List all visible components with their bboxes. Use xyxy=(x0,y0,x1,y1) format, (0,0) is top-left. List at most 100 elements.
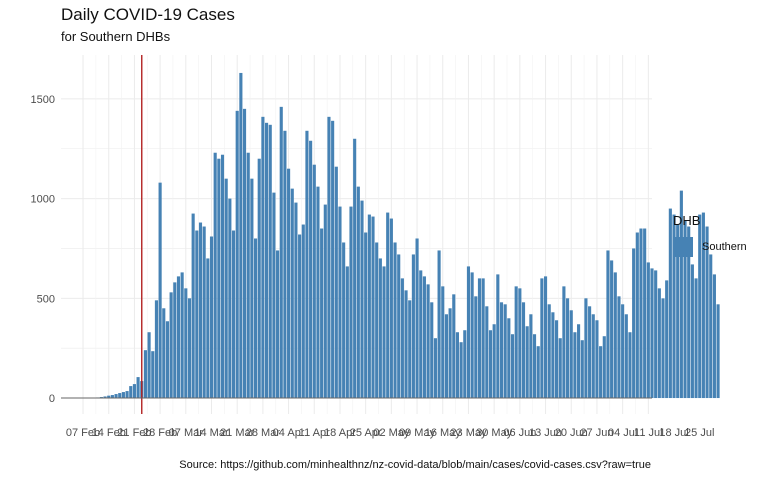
bar xyxy=(261,116,265,399)
x-tick-label: 02 May xyxy=(373,427,410,439)
bar xyxy=(228,198,232,399)
legend-swatch xyxy=(673,237,693,257)
bar xyxy=(345,266,349,399)
bar xyxy=(422,276,426,399)
bar xyxy=(125,391,129,399)
x-tick-label: 23 May xyxy=(450,427,487,439)
legend-label: Southern xyxy=(702,241,747,253)
bar xyxy=(323,204,327,399)
bar xyxy=(580,340,584,399)
chart-subtitle: for Southern DHBs xyxy=(61,29,171,44)
bar xyxy=(444,314,448,399)
bar xyxy=(510,334,515,399)
bar xyxy=(397,254,401,399)
bar xyxy=(577,324,581,399)
bar xyxy=(301,224,305,399)
bar xyxy=(679,190,683,399)
x-tick-label: 04 Apr xyxy=(273,427,305,439)
bar xyxy=(683,220,687,399)
bar xyxy=(375,242,379,399)
bar xyxy=(595,320,599,399)
bar xyxy=(147,332,151,399)
x-tick-label: 25 Jul xyxy=(685,427,714,439)
bar xyxy=(455,332,460,399)
bar xyxy=(588,306,592,399)
bar xyxy=(132,384,136,399)
legend-title: DHB xyxy=(673,213,701,228)
x-tick-label: 07 Mar xyxy=(169,427,204,439)
bar xyxy=(419,270,423,399)
bar xyxy=(268,124,272,399)
bar xyxy=(338,206,342,399)
bar xyxy=(470,272,474,399)
source-caption: Source: https://github.com/minhealthnz/n… xyxy=(179,459,651,471)
bar xyxy=(331,120,335,399)
bar xyxy=(250,178,254,399)
x-tick-label: 09 May xyxy=(399,427,436,439)
bar xyxy=(584,298,588,399)
bar xyxy=(371,216,375,399)
bar xyxy=(690,264,694,399)
bar xyxy=(661,298,665,399)
bar xyxy=(287,168,291,399)
bar xyxy=(547,304,551,399)
bar xyxy=(573,332,577,399)
bar xyxy=(404,290,408,399)
bar xyxy=(654,270,658,399)
bar xyxy=(507,318,511,399)
bar xyxy=(400,278,404,399)
bar xyxy=(709,254,713,399)
bar xyxy=(518,288,522,399)
x-tick-label: 13 Jun xyxy=(529,427,562,439)
bar xyxy=(503,304,507,399)
x-tick-label: 18 Apr xyxy=(324,427,356,439)
bar xyxy=(235,110,239,399)
bar xyxy=(701,212,705,399)
bar xyxy=(643,228,647,399)
bar xyxy=(283,130,287,399)
bar xyxy=(712,274,716,399)
bar xyxy=(433,338,437,399)
bar xyxy=(173,282,177,399)
bar xyxy=(191,213,195,399)
bar xyxy=(121,392,125,399)
bar xyxy=(184,288,188,399)
bar xyxy=(118,393,122,399)
bar xyxy=(176,276,181,399)
bar xyxy=(566,298,570,399)
bar xyxy=(154,300,159,399)
bar xyxy=(499,302,504,399)
bar xyxy=(389,218,393,399)
bar xyxy=(272,192,276,399)
bar xyxy=(198,222,203,399)
bar xyxy=(624,314,628,399)
bar xyxy=(441,286,445,399)
bar xyxy=(209,236,214,399)
bar xyxy=(246,152,250,399)
bar xyxy=(276,250,280,399)
bar xyxy=(466,266,471,399)
bar xyxy=(136,377,140,399)
bar xyxy=(327,116,331,399)
bar xyxy=(411,254,415,399)
bar xyxy=(650,268,654,399)
bar xyxy=(430,302,434,399)
bar xyxy=(672,214,676,399)
bar xyxy=(529,314,533,399)
bar xyxy=(554,320,559,399)
bar xyxy=(265,122,269,399)
bar xyxy=(635,232,639,399)
bar xyxy=(437,250,441,399)
bar xyxy=(349,206,353,399)
bar xyxy=(378,258,382,399)
x-tick-label: 16 May xyxy=(425,427,462,439)
bar xyxy=(606,250,610,399)
bar xyxy=(569,310,573,399)
bar xyxy=(364,232,368,399)
bar xyxy=(356,186,360,399)
y-tick-label: 500 xyxy=(37,293,55,305)
bar xyxy=(386,212,390,399)
bar xyxy=(103,396,107,399)
bar xyxy=(305,130,309,399)
